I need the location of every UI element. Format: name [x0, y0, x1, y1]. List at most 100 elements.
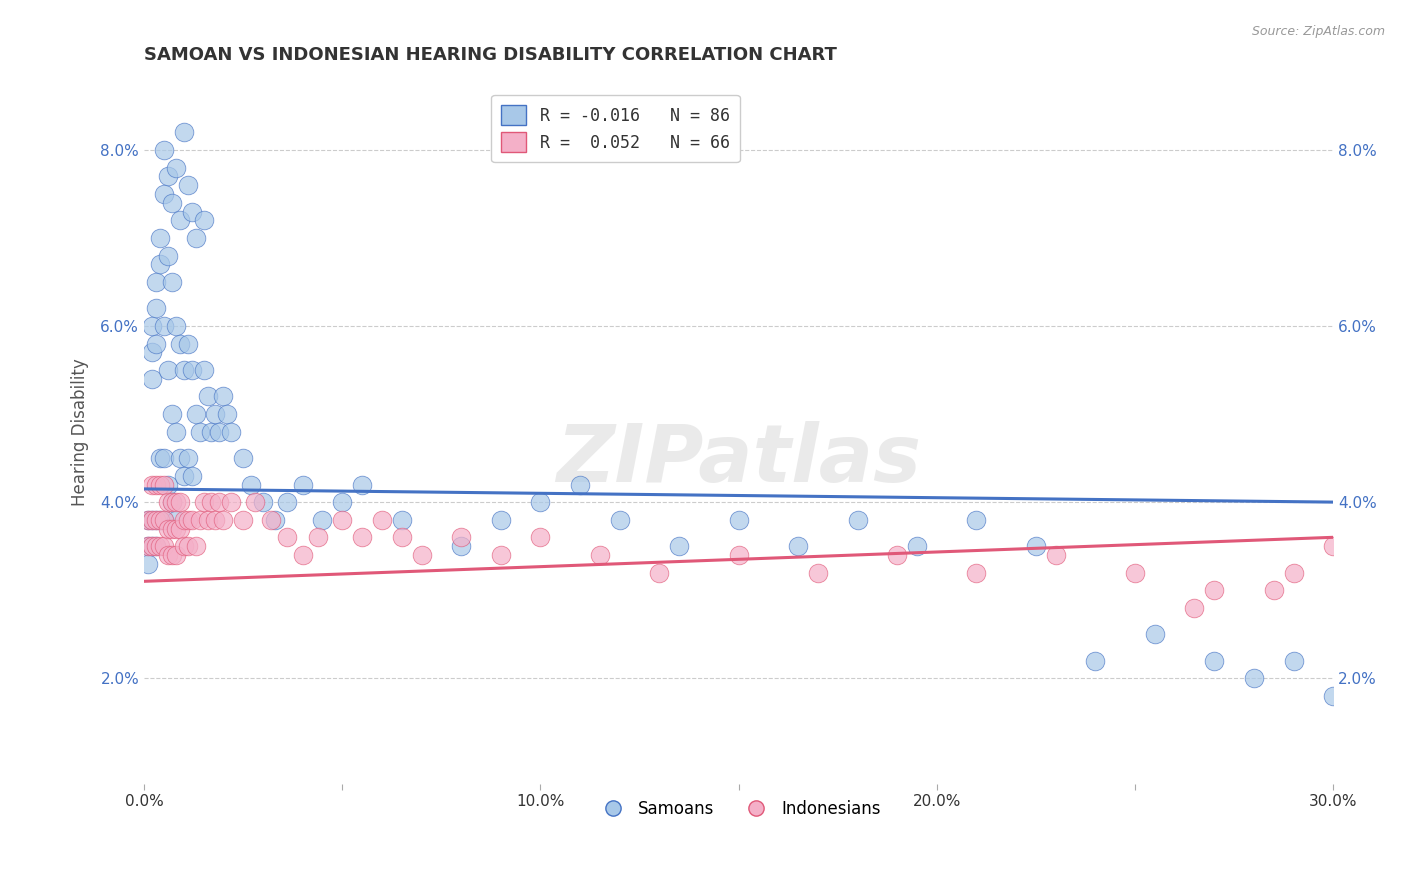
- Point: [450, 530, 472, 544]
- Point: [149, 513, 172, 527]
- Point: [160, 495, 183, 509]
- Point: [188, 513, 211, 527]
- Point: [136, 557, 159, 571]
- Point: [609, 513, 631, 527]
- Point: [136, 513, 159, 527]
- Point: [184, 539, 207, 553]
- Point: [291, 548, 314, 562]
- Point: [260, 513, 283, 527]
- Point: [145, 513, 167, 527]
- Point: [905, 539, 928, 553]
- Point: [489, 548, 512, 562]
- Point: [180, 513, 202, 527]
- Point: [136, 513, 159, 527]
- Point: [149, 513, 172, 527]
- Point: [136, 539, 159, 553]
- Point: [1025, 539, 1047, 553]
- Point: [411, 548, 433, 562]
- Point: [1045, 548, 1067, 562]
- Point: [648, 566, 671, 580]
- Point: [153, 513, 176, 527]
- Point: [1184, 600, 1206, 615]
- Point: [169, 521, 191, 535]
- Point: [165, 513, 187, 527]
- Point: [149, 451, 172, 466]
- Point: [145, 477, 167, 491]
- Point: [276, 495, 298, 509]
- Point: [787, 539, 810, 553]
- Point: [156, 477, 179, 491]
- Point: [156, 169, 179, 184]
- Point: [1204, 653, 1226, 667]
- Point: [352, 530, 374, 544]
- Point: [156, 363, 179, 377]
- Y-axis label: Hearing Disability: Hearing Disability: [72, 358, 89, 506]
- Point: [668, 539, 690, 553]
- Point: [153, 539, 176, 553]
- Point: [145, 301, 167, 316]
- Point: [153, 143, 176, 157]
- Point: [169, 213, 191, 227]
- Point: [184, 231, 207, 245]
- Point: [569, 477, 592, 491]
- Point: [221, 425, 243, 439]
- Point: [180, 468, 202, 483]
- Point: [264, 513, 287, 527]
- Point: [156, 548, 179, 562]
- Point: [886, 548, 908, 562]
- Point: [1263, 583, 1285, 598]
- Point: [1282, 566, 1305, 580]
- Point: [145, 513, 167, 527]
- Point: [1123, 566, 1146, 580]
- Point: [136, 539, 159, 553]
- Point: [352, 477, 374, 491]
- Point: [966, 513, 988, 527]
- Point: [450, 539, 472, 553]
- Point: [330, 513, 353, 527]
- Point: [1204, 583, 1226, 598]
- Point: [160, 407, 183, 421]
- Point: [145, 336, 167, 351]
- Point: [165, 495, 187, 509]
- Point: [1282, 653, 1305, 667]
- Point: [165, 521, 187, 535]
- Point: [197, 390, 219, 404]
- Point: [169, 336, 191, 351]
- Point: [141, 372, 163, 386]
- Point: [169, 451, 191, 466]
- Point: [1084, 653, 1107, 667]
- Text: SAMOAN VS INDONESIAN HEARING DISABILITY CORRELATION CHART: SAMOAN VS INDONESIAN HEARING DISABILITY …: [143, 46, 837, 64]
- Point: [141, 539, 163, 553]
- Point: [184, 407, 207, 421]
- Point: [966, 566, 988, 580]
- Point: [489, 513, 512, 527]
- Point: [153, 451, 176, 466]
- Point: [145, 539, 167, 553]
- Point: [141, 319, 163, 334]
- Point: [176, 336, 198, 351]
- Point: [141, 345, 163, 359]
- Point: [169, 495, 191, 509]
- Point: [165, 319, 187, 334]
- Point: [197, 513, 219, 527]
- Point: [160, 521, 183, 535]
- Point: [173, 126, 195, 140]
- Point: [141, 539, 163, 553]
- Point: [176, 539, 198, 553]
- Point: [153, 513, 176, 527]
- Point: [807, 566, 830, 580]
- Point: [846, 513, 869, 527]
- Text: ZIPatlas: ZIPatlas: [557, 421, 921, 499]
- Point: [156, 521, 179, 535]
- Point: [208, 495, 231, 509]
- Point: [308, 530, 330, 544]
- Point: [141, 477, 163, 491]
- Point: [204, 407, 226, 421]
- Point: [589, 548, 612, 562]
- Point: [217, 407, 239, 421]
- Point: [1322, 539, 1344, 553]
- Point: [291, 477, 314, 491]
- Point: [153, 319, 176, 334]
- Text: Source: ZipAtlas.com: Source: ZipAtlas.com: [1251, 25, 1385, 38]
- Point: [156, 495, 179, 509]
